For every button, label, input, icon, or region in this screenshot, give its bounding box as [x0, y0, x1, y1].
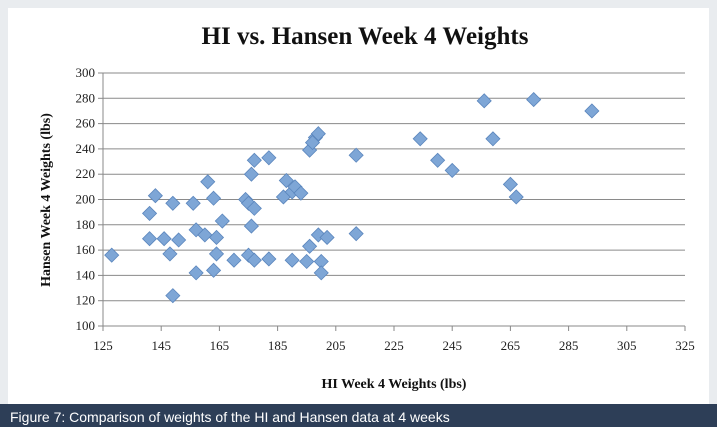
data-point — [348, 147, 364, 163]
y-tick-label: 120 — [76, 293, 96, 308]
data-point — [208, 246, 225, 262]
data-point — [476, 93, 492, 109]
y-tick-label: 160 — [76, 242, 96, 257]
data-point — [208, 229, 225, 246]
x-tick-label: 325 — [675, 338, 695, 353]
data-point — [299, 253, 315, 270]
data-point — [310, 126, 326, 142]
x-tick-label: 285 — [559, 338, 579, 353]
chart-background — [8, 8, 709, 404]
data-point — [156, 231, 172, 247]
x-tick-label: 305 — [617, 338, 637, 353]
data-point — [293, 185, 309, 201]
data-point — [206, 262, 222, 278]
data-point — [165, 288, 181, 304]
data-point — [246, 252, 262, 268]
y-tick-label: 220 — [76, 166, 96, 181]
data-point — [319, 229, 335, 246]
data-point — [226, 252, 242, 268]
data-point — [584, 103, 600, 119]
data-point — [412, 131, 428, 147]
y-tick-label: 280 — [76, 90, 96, 105]
figure-caption: Figure 7: Comparison of weights of the H… — [0, 404, 717, 427]
data-point — [243, 218, 259, 234]
data-point — [502, 176, 518, 192]
data-point — [444, 162, 460, 178]
x-tick-label: 205 — [326, 338, 346, 353]
data-point — [246, 200, 262, 216]
data-point — [162, 246, 178, 262]
data-point — [206, 190, 222, 206]
data-point — [246, 152, 262, 168]
x-tick-label: 245 — [442, 338, 462, 353]
data-point — [165, 195, 181, 211]
data-point — [304, 135, 321, 151]
y-axis-title: Hansen Week 4 Weights (lbs) — [39, 113, 54, 287]
data-point — [348, 226, 364, 242]
data-point — [171, 232, 187, 248]
y-tick-label: 140 — [76, 267, 96, 282]
y-tick-label: 300 — [76, 65, 96, 80]
chart-title: HI vs. Hansen Week 4 Weights — [202, 23, 529, 50]
chart: HI vs. Hansen Week 4 Weights HI Week 4 W… — [8, 8, 709, 404]
data-point — [278, 172, 294, 189]
data-point — [188, 265, 204, 281]
data-point — [508, 189, 524, 205]
data-point — [284, 252, 300, 268]
data-point — [302, 238, 318, 254]
data-point — [526, 91, 542, 108]
data-point — [185, 195, 201, 211]
data-point — [200, 174, 216, 190]
y-tick-label: 200 — [76, 192, 96, 207]
y-tick-label: 180 — [76, 217, 96, 232]
data-point — [104, 247, 120, 263]
data-point — [141, 205, 158, 221]
data-point — [147, 188, 163, 204]
x-tick-label: 125 — [93, 338, 113, 353]
x-tick-label: 265 — [501, 338, 521, 353]
y-tick-label: 100 — [76, 318, 96, 333]
data-point — [243, 166, 259, 182]
x-tick-label: 185 — [268, 338, 288, 353]
data-point — [141, 231, 158, 247]
data-point — [197, 227, 213, 243]
x-tick-label: 145 — [151, 338, 171, 353]
data-point — [214, 213, 230, 229]
y-tick-label: 260 — [76, 116, 96, 131]
x-tick-label: 225 — [384, 338, 404, 353]
data-point — [261, 251, 277, 267]
data-point — [261, 150, 277, 166]
y-tick-label: 240 — [76, 141, 96, 156]
x-axis-title: HI Week 4 Weights (lbs) — [322, 377, 467, 392]
x-tick-label: 165 — [210, 338, 230, 353]
data-point — [485, 131, 501, 147]
data-point — [430, 152, 446, 168]
data-point — [313, 265, 329, 281]
